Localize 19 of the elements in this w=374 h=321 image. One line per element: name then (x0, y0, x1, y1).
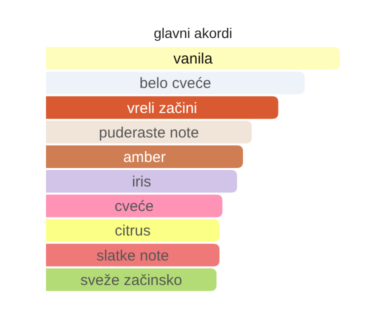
y-tick-label: vanila (173, 50, 214, 68)
y-tick-label: sveže začinsko (80, 272, 182, 289)
bar (46, 170, 238, 193)
y-tick-label: vreli začini (127, 100, 198, 117)
y-tick-label: puderaste note (98, 124, 199, 142)
bar (46, 145, 243, 168)
bar (46, 244, 220, 266)
y-tick-label: iris (132, 174, 152, 191)
bar (46, 47, 340, 70)
y-tick-label: amber (123, 148, 166, 166)
bar (46, 194, 222, 218)
bar (46, 96, 278, 119)
chart-title: glavni akordi (154, 25, 232, 41)
y-tick-label: cveće (114, 198, 154, 216)
y-tick-label: belo cveće (140, 75, 212, 92)
bar (46, 72, 305, 94)
bar (46, 219, 220, 242)
y-tick-label: slatke note (96, 247, 170, 264)
y-tick-label: citrus (114, 222, 151, 240)
